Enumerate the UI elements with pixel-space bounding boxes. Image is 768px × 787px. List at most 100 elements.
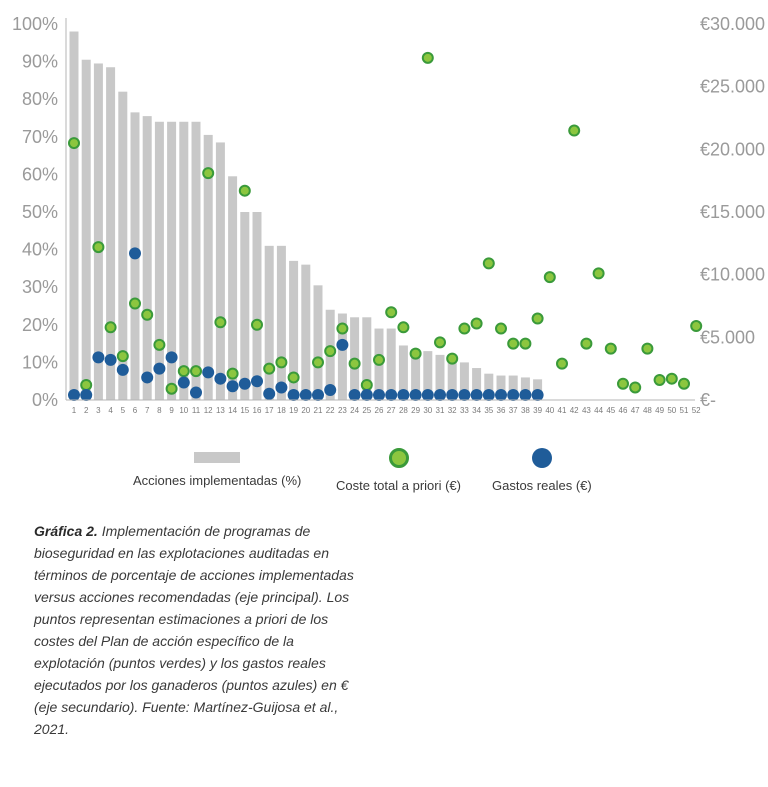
coste-dot: [153, 338, 166, 351]
bar: [240, 212, 250, 400]
x-tick-label: 6: [133, 406, 138, 415]
coste-dot: [690, 320, 703, 333]
bar: [215, 142, 225, 400]
x-tick-label: 33: [460, 406, 469, 415]
coste-dot: [165, 382, 178, 395]
coste-dot: [202, 167, 215, 180]
coste-dot: [116, 350, 129, 363]
x-tick-label: 36: [497, 406, 506, 415]
x-tick-label: 40: [545, 406, 554, 415]
primary-y-axis: 0% 10% 20% 30% 40% 50% 60% 70% 80% 90% 100%: [12, 14, 58, 410]
y-tick-label: 60%: [22, 164, 58, 184]
x-tick-label: 39: [533, 406, 542, 415]
bar: [191, 121, 201, 400]
x-tick-label: 5: [121, 406, 126, 415]
bar: [69, 31, 79, 401]
y-tick-label: 90%: [22, 52, 58, 72]
x-tick-label: 1: [72, 406, 77, 415]
coste-dot: [641, 342, 654, 355]
bar: [154, 121, 164, 400]
coste-dot: [238, 184, 251, 197]
legend-label-green: Coste total a priori (€): [336, 478, 461, 493]
coste-dot: [348, 357, 361, 370]
gastos-dot: [348, 388, 361, 401]
bar: [484, 373, 494, 400]
bar: [264, 245, 274, 400]
x-tick-label: 15: [240, 406, 249, 415]
coste-dot: [129, 297, 141, 310]
x-tick-label: 32: [448, 406, 457, 415]
y-tick-label: 70%: [22, 127, 58, 147]
gastos-dot: [360, 388, 373, 401]
x-tick-label: 18: [277, 406, 286, 415]
gastos-dot: [421, 388, 434, 401]
gastos-dot: [116, 363, 129, 376]
x-tick-label: 19: [289, 406, 298, 415]
bar: [228, 176, 238, 400]
bar: [118, 91, 128, 401]
coste-dot: [373, 353, 385, 366]
bar: [435, 354, 445, 400]
gastos-dot: [177, 376, 190, 389]
gastos-dot: [202, 366, 215, 379]
gastos-dot: [263, 387, 276, 400]
x-tick-label: 2: [84, 406, 89, 415]
coste-dot: [519, 337, 532, 350]
coste-dot: [665, 372, 678, 385]
y2-tick-label: €30.000: [700, 14, 765, 34]
coste-dot: [92, 241, 105, 254]
gastos-dot: [446, 388, 459, 401]
bar: [142, 116, 152, 401]
bar: [398, 345, 408, 400]
gastos-dot: [409, 388, 422, 401]
figure-caption: Gráfica 2. Implementación de programas d…: [34, 520, 354, 740]
coste-dot: [446, 352, 459, 365]
x-tick-label: 37: [509, 406, 518, 415]
x-tick-label: 52: [692, 406, 701, 415]
coste-dot: [68, 137, 80, 150]
x-tick-label: 23: [338, 406, 347, 415]
gastos-dot: [373, 388, 385, 401]
gastos-dot: [190, 386, 202, 399]
coste-dot: [104, 321, 117, 334]
gastos-dot: [482, 388, 495, 401]
y-tick-label: 30%: [22, 277, 58, 297]
gastos-dot-series: [68, 247, 544, 401]
coste-dot-series: [68, 51, 703, 395]
coste-dot: [580, 337, 593, 350]
gastos-dot: [336, 338, 349, 351]
legend-item-green: Coste total a priori (€): [336, 448, 461, 493]
x-tick-label: 21: [314, 406, 323, 415]
legend-item-blue: Gastos reales (€): [492, 448, 592, 493]
coste-dot: [385, 306, 398, 319]
gastos-dot: [312, 388, 324, 401]
coste-dot: [312, 356, 324, 369]
y2-tick-label: €25.000: [700, 77, 765, 97]
coste-dot: [214, 316, 227, 329]
x-tick-label: 24: [350, 406, 359, 415]
x-tick-label: 42: [570, 406, 579, 415]
gastos-dot: [470, 388, 483, 401]
gastos-dot: [104, 353, 117, 366]
bar: [93, 63, 103, 400]
bar: [386, 328, 396, 400]
gastos-dot: [458, 388, 471, 401]
y-tick-label: 80%: [22, 89, 58, 109]
coste-dot: [360, 378, 373, 391]
gastos-dot: [531, 388, 544, 401]
legend-swatch-bars: [194, 452, 241, 463]
x-tick-label: 11: [192, 406, 201, 415]
gastos-dot: [214, 372, 227, 385]
bar: [411, 349, 421, 400]
y-tick-label: 0%: [32, 390, 58, 410]
coste-dot: [177, 365, 190, 378]
x-tick-label: 51: [680, 406, 689, 415]
legend-label-blue: Gastos reales (€): [492, 478, 592, 493]
bar-dot-chart: 0% 10% 20% 30% 40% 50% 60% 70% 80% 90% 100% €- €5.0…: [12, 14, 765, 415]
x-tick-label: 31: [436, 406, 445, 415]
gastos-dot: [238, 377, 251, 390]
bar: [508, 375, 518, 400]
gastos-dot: [129, 247, 141, 260]
bar: [337, 313, 347, 400]
bar: [301, 264, 311, 400]
